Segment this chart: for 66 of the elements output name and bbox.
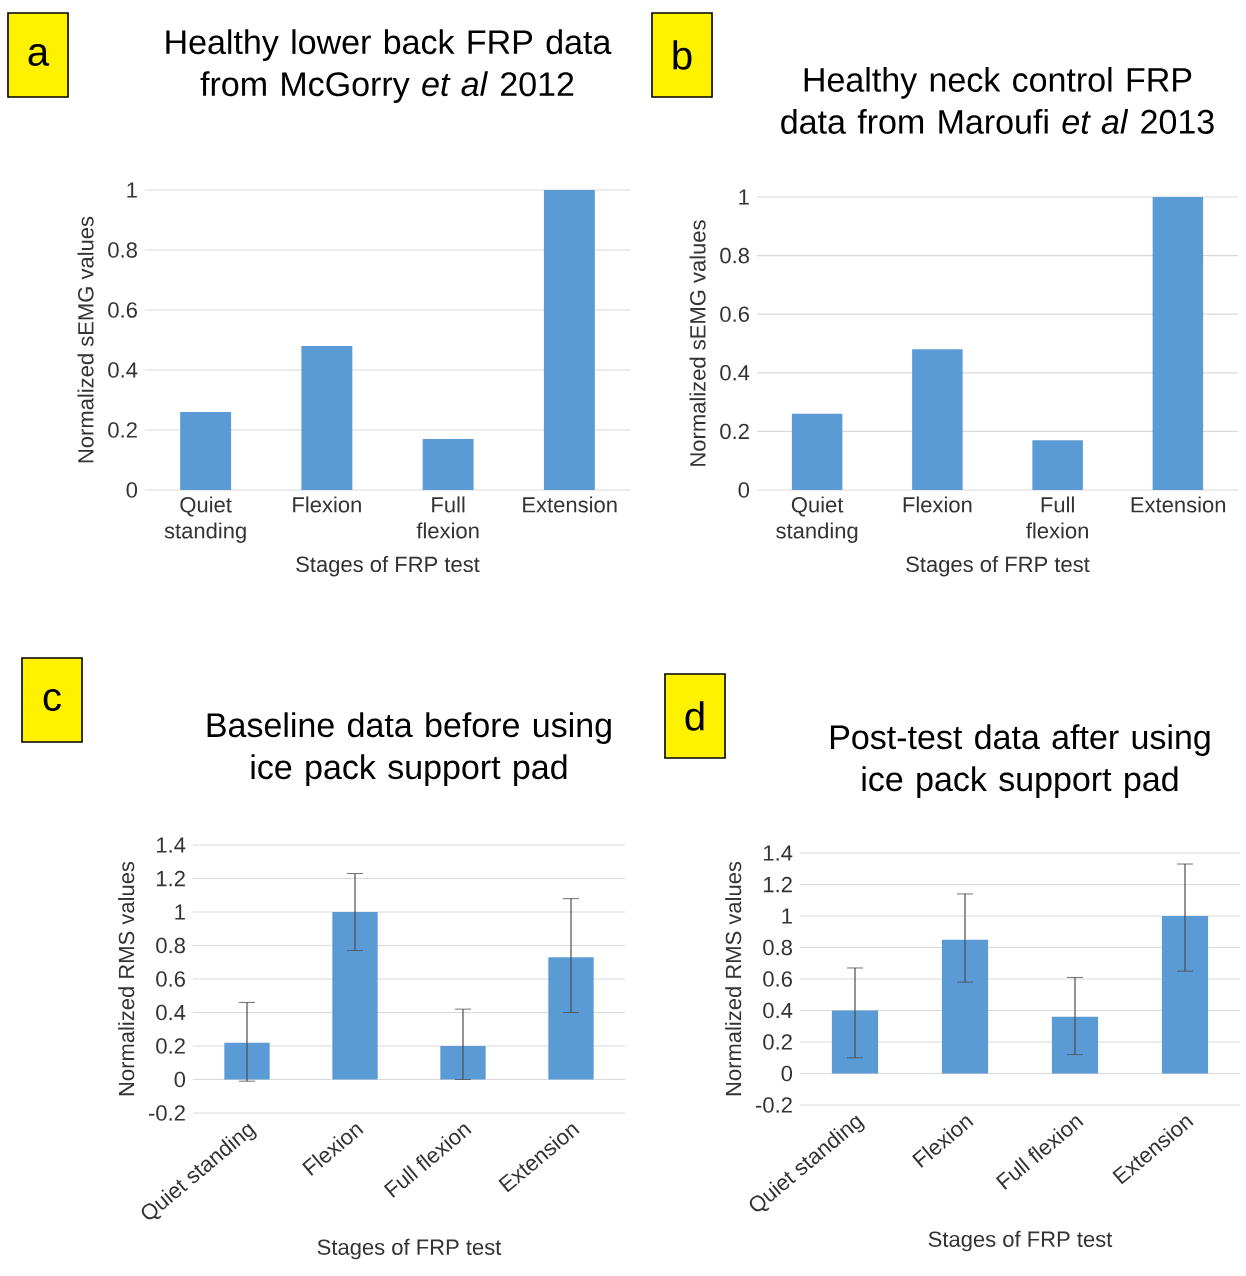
chart-title: Post-test data after using ice pack support pad xyxy=(830,724,1210,798)
y-tick-label: 0.4 xyxy=(720,365,750,381)
y-tick-label: 1 xyxy=(175,904,185,920)
x-tick-label: Extension xyxy=(1131,496,1226,513)
y-tick-label: 0.2 xyxy=(763,1034,792,1050)
bar xyxy=(941,939,989,1074)
bar xyxy=(301,345,353,490)
bar xyxy=(422,439,474,490)
y-tick-label: 0.6 xyxy=(156,971,185,987)
y-axis-title: Normalized sEMG values xyxy=(77,216,94,463)
x-axis-title: Stages of FRP test xyxy=(906,555,1090,577)
y-tick-label: 0 xyxy=(738,482,750,498)
y-tick-label: 0.8 xyxy=(108,242,137,258)
y-tick-label: 0.6 xyxy=(108,302,137,318)
bar xyxy=(791,413,843,490)
text: b xyxy=(673,40,692,70)
y-tick-label: 0.6 xyxy=(720,306,749,322)
bar xyxy=(1032,440,1083,490)
y-tick-label: 0.4 xyxy=(108,362,138,378)
y-tick-label: 0.8 xyxy=(720,247,749,264)
y-tick-label: -0.2 xyxy=(756,1097,792,1113)
chart-title: Healthy lower back FRP data from McGorry et al 2012 xyxy=(166,29,612,103)
y-axis-title: Normalized sEMG values xyxy=(689,220,706,466)
y-tick-label: -0.2 xyxy=(149,1105,185,1121)
y-tick-label: 0 xyxy=(126,482,138,498)
chart-title: Healthy neck control FRP data from Maroufi et al 2013 xyxy=(781,66,1214,134)
x-axis-title: Stages of FRP test xyxy=(928,1230,1113,1252)
x-axis-title: Stages of FRP test xyxy=(317,1238,502,1260)
y-tick-label: 1 xyxy=(739,189,749,205)
bar xyxy=(1152,196,1204,490)
text: c xyxy=(43,689,61,711)
bar xyxy=(332,912,378,1080)
text: a xyxy=(28,44,50,66)
y-tick-label: 1 xyxy=(127,182,137,198)
y-tick-label: 0.2 xyxy=(720,423,749,440)
y-tick-label: 0.6 xyxy=(763,971,792,987)
bar xyxy=(180,412,232,490)
y-tick-label: 0 xyxy=(781,1065,793,1082)
y-tick-label: 1.4 xyxy=(157,837,186,853)
chart-title: Baseline data before using ice pack support pad xyxy=(207,712,611,786)
y-tick-label: 0 xyxy=(174,1071,186,1088)
y-axis-title: Normalized RMS values xyxy=(725,861,742,1096)
y-tick-label: 1.2 xyxy=(157,870,185,887)
y-tick-label: 0.2 xyxy=(156,1038,185,1054)
y-tick-label: 0.8 xyxy=(763,939,792,956)
x-tick-label: Full flexion xyxy=(416,496,479,539)
x-tick-label: Flexion xyxy=(293,496,361,513)
y-tick-label: 1.2 xyxy=(764,876,792,893)
x-tick-label: Full flexion xyxy=(1026,496,1088,539)
text: d xyxy=(685,701,704,731)
y-tick-label: 1.4 xyxy=(764,845,793,861)
y-tick-label: 0.4 xyxy=(156,1004,186,1021)
bar xyxy=(912,349,963,490)
x-tick-label: Extension xyxy=(523,496,617,513)
x-tick-label: Quiet standing xyxy=(776,496,858,543)
x-axis-title: Stages of FRP test xyxy=(296,555,480,577)
y-tick-label: 1 xyxy=(782,908,792,924)
bar xyxy=(548,957,594,1080)
y-tick-label: 0.4 xyxy=(763,1002,793,1019)
bar xyxy=(543,189,595,490)
x-tick-label: Flexion xyxy=(903,496,972,513)
bar xyxy=(1161,916,1209,1074)
y-tick-label: 0.2 xyxy=(108,422,137,438)
x-tick-label: Quiet standing xyxy=(164,496,246,543)
y-axis-title: Normalized RMS values xyxy=(118,861,135,1096)
y-tick-label: 0.8 xyxy=(156,937,185,954)
